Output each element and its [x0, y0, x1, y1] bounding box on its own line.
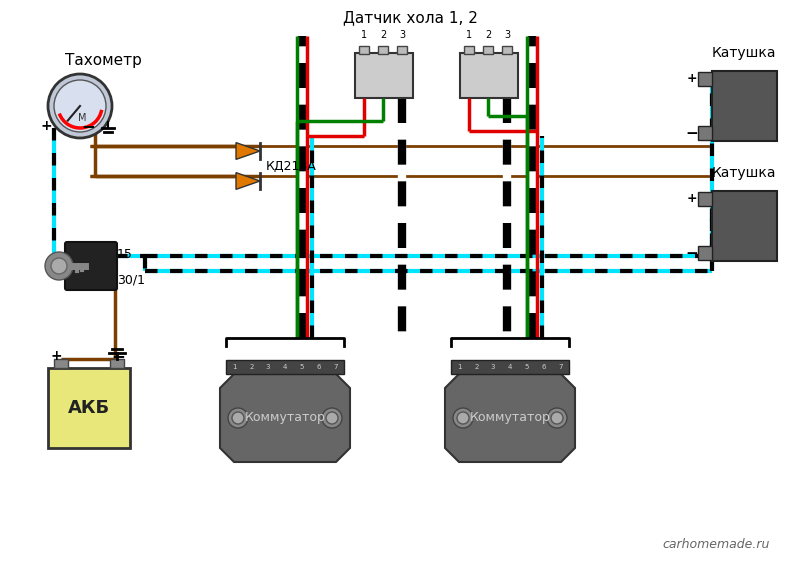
- Text: 1: 1: [232, 364, 237, 370]
- Circle shape: [54, 80, 106, 132]
- FancyBboxPatch shape: [65, 242, 117, 290]
- FancyBboxPatch shape: [712, 191, 777, 261]
- Bar: [502, 46, 512, 54]
- Bar: [698, 246, 712, 260]
- Circle shape: [326, 412, 338, 424]
- Text: 3: 3: [266, 364, 270, 370]
- Text: 3: 3: [399, 30, 405, 40]
- Text: −: −: [111, 347, 125, 365]
- Text: 1: 1: [361, 30, 367, 40]
- Circle shape: [228, 408, 248, 428]
- Circle shape: [51, 258, 67, 274]
- Text: 7: 7: [334, 364, 338, 370]
- Text: 2: 2: [485, 30, 491, 40]
- Circle shape: [551, 412, 563, 424]
- Text: 6: 6: [317, 364, 321, 370]
- Bar: [397, 46, 407, 54]
- Text: 2: 2: [249, 364, 254, 370]
- Text: +: +: [40, 119, 52, 133]
- Bar: [110, 359, 124, 368]
- Text: 5: 5: [300, 364, 304, 370]
- Bar: [359, 46, 369, 54]
- Text: −: −: [686, 246, 698, 260]
- Text: 1: 1: [466, 30, 472, 40]
- Bar: [54, 359, 68, 368]
- Text: −: −: [81, 117, 95, 135]
- Circle shape: [45, 252, 73, 280]
- Bar: [483, 46, 493, 54]
- Polygon shape: [445, 374, 575, 462]
- Bar: [698, 126, 712, 140]
- FancyBboxPatch shape: [355, 53, 413, 98]
- Text: 3: 3: [504, 30, 510, 40]
- Text: 30/1: 30/1: [117, 273, 145, 286]
- Text: 7: 7: [558, 364, 563, 370]
- Circle shape: [547, 408, 567, 428]
- Circle shape: [48, 74, 112, 138]
- Text: +: +: [686, 72, 698, 85]
- Bar: [226, 360, 344, 374]
- Bar: [464, 46, 474, 54]
- Text: 3: 3: [491, 364, 495, 370]
- Text: 2: 2: [380, 30, 386, 40]
- Text: 6: 6: [542, 364, 546, 370]
- Circle shape: [453, 408, 473, 428]
- Text: 4: 4: [283, 364, 287, 370]
- Polygon shape: [220, 374, 350, 462]
- FancyBboxPatch shape: [460, 53, 518, 98]
- Text: +: +: [50, 349, 62, 363]
- Text: 4: 4: [508, 364, 512, 370]
- Bar: [698, 72, 712, 86]
- Text: Катушка: Катушка: [712, 46, 776, 60]
- Bar: [48, 368, 130, 448]
- Bar: [451, 360, 569, 374]
- Bar: [378, 46, 388, 54]
- Text: Коммутатор: Коммутатор: [245, 411, 326, 424]
- Polygon shape: [236, 143, 260, 160]
- Text: Тахометр: Тахометр: [65, 53, 142, 67]
- Polygon shape: [236, 173, 260, 190]
- Text: АКБ: АКБ: [68, 399, 110, 417]
- Text: Катушка: Катушка: [712, 166, 776, 180]
- Circle shape: [322, 408, 342, 428]
- Text: M: M: [78, 113, 86, 123]
- Bar: [698, 192, 712, 206]
- Text: carhomemade.ru: carhomemade.ru: [662, 538, 770, 551]
- Text: −: −: [686, 126, 698, 140]
- Text: 1: 1: [457, 364, 462, 370]
- Text: 5: 5: [525, 364, 529, 370]
- Text: 2: 2: [474, 364, 478, 370]
- Text: Датчик хола 1, 2: Датчик хола 1, 2: [342, 11, 478, 25]
- Text: +: +: [686, 192, 698, 205]
- Circle shape: [457, 412, 469, 424]
- Text: Коммутатор: Коммутатор: [470, 411, 550, 424]
- Text: КД213А: КД213А: [266, 160, 317, 173]
- Text: 15: 15: [117, 247, 133, 260]
- Circle shape: [232, 412, 244, 424]
- FancyBboxPatch shape: [712, 71, 777, 141]
